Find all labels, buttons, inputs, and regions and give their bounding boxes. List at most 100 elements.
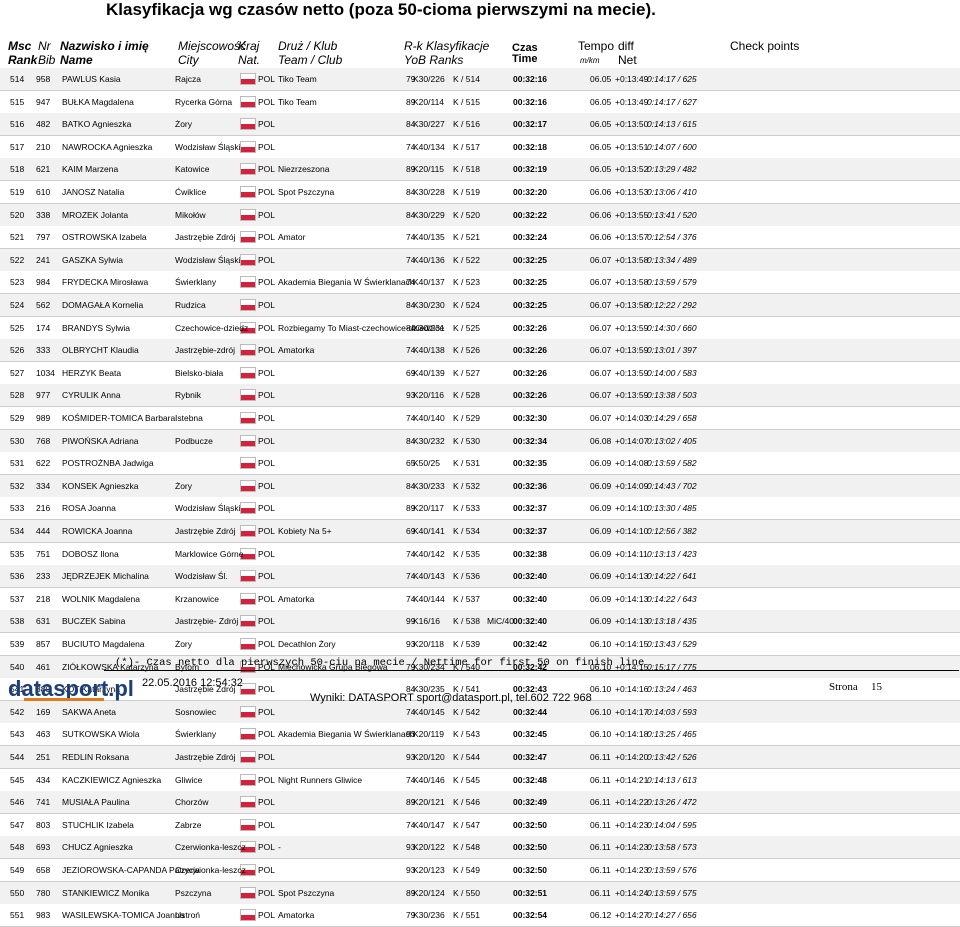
cell-cat: K20/117 [413,503,445,514]
cell-time: 00:32:22 [513,209,548,220]
cell-nat: POL [258,865,276,875]
cell-cat: K30/227 [413,119,445,130]
cell-city: Czechowice-dziedz [175,322,249,333]
cell-diff: +0:13:53 [615,187,649,197]
cell-diff: +0:14:10 [615,526,649,536]
cell-time: 00:32:25 [513,254,548,265]
cell-time: 00:32:51 [513,887,548,898]
cell-nr: 989 [36,413,51,423]
cell-diff: +0:14:20 [615,752,649,762]
cell-yob: 89 [406,503,416,514]
cell-diff: +0:14:23 [615,819,649,830]
cell-diff: +0:14:03 [615,413,649,423]
cell-nat: POL [258,413,276,423]
cell-cat: K20/124 [413,887,445,898]
cell-city: Sosnowiec [175,706,217,717]
cell-nr: 333 [36,345,51,356]
cell-city: Rudzica [175,300,206,310]
table-row: 525 174 BRANDYS Sylwia Czechowice-dziedz POL… [0,316,960,340]
cell-city: Wodzisław Śląski [175,141,241,152]
cell-diff: +0:14:08 [615,458,649,469]
cell-pace: 06.08 [590,435,612,446]
table-row: 535 751 DOBOSZ Ilona Marklowice Górne POL 74 K… [0,542,960,566]
cell-name: BRANDYS Sylwia [62,322,131,333]
cell-rank: K / 532 [453,480,480,491]
cell-city: Jastrzębie Zdrój [175,752,236,762]
cell-club: Tiko Team [278,74,317,84]
flag-icon [240,321,256,334]
cell-pace: 06.09 [590,548,612,559]
cell-time: 00:32:16 [513,96,548,107]
cell-nr: 797 [36,232,51,243]
cell-time: 00:32:54 [513,910,548,921]
cell-nr: 174 [36,322,51,333]
cell-nat: POL [258,367,276,378]
cell-msc: 531 [10,458,25,469]
cell-msc: 542 [10,706,25,717]
cell-yob: 74 [406,141,416,152]
cell-name: BUCIUTO Magdalena [62,639,145,649]
cell-diff: +0:14:09 [615,480,649,491]
cell-msc: 544 [10,752,25,762]
cell-nr: 463 [36,729,51,740]
cell-diff: +0:13:59 [615,345,649,356]
cell-msc: 528 [10,390,25,401]
cell-msc: 519 [10,187,25,197]
table-row: 521 797 OSTROWSKA Izabela Jastrzębie Zdrój P… [0,226,960,250]
cell-nr: 338 [36,209,51,220]
cell-msc: 514 [10,74,25,84]
cell-rank: K / 529 [453,413,480,423]
table-row: 551 983 WASILEWSKA-TOMICA Joanna Ustroń POL A… [0,904,960,927]
cell-city: Marklowice Górne [175,548,244,559]
cell-nat: POL [258,232,276,243]
cell-pace: 06.09 [590,503,612,514]
cell-name: BUŁKA Magdalena [62,96,134,107]
cell-yob: 84 [406,435,416,446]
cell-yob: 93 [406,390,416,401]
cell-cat: K30/236 [413,910,445,921]
header-label: Name [60,53,93,67]
table-row: 549 658 JEZIOROWSKA-CAPANDA Patrycja Czerwi… [0,859,960,882]
table-row: 529 989 KOŚMIDER-TOMICA Barbara Istebna POL 7… [0,407,960,430]
cell-nat: POL [258,345,276,356]
cell-cat: K20/123 [413,865,445,875]
cell-msc: 549 [10,865,25,875]
cell-cat: K40/135 [413,232,445,243]
cell-pace: 06.07 [590,367,612,378]
cell-name: ROWICKA Joanna [62,526,133,536]
cell-name: OLBRYCHT Klaudia [62,345,139,356]
cell-name: OSTROWSKA Izabela [62,232,147,243]
cell-yob: 79 [406,661,416,672]
cell-nr: 741 [36,797,51,808]
footer-rule [104,670,959,671]
cell-pace: 06.05 [590,74,612,84]
cell-yob: 84 [406,684,416,695]
cell-nat: POL [258,119,276,130]
cell-time: 00:32:36 [513,480,548,491]
cell-rank: K / 523 [453,277,480,288]
cell-nr: 482 [36,119,51,130]
table-row: 523 984 FRYDECKA Mirosława Świerklany POL Aka… [0,271,960,295]
cell-yob: 84 [406,322,416,333]
cell-net: 0:12:54 / 376 [647,232,697,243]
cell-city: Jastrzębie Zdrój [175,684,236,695]
cell-cat: K20/121 [413,797,445,808]
cell-rank: K / 550 [453,887,480,898]
cell-rank: K / 514 [453,74,480,84]
cell-diff: +0:13:55 [615,209,649,220]
cell-diff: +0:13:52 [615,164,649,175]
cell-time: 00:32:25 [513,277,548,288]
table-row: 532 334 KONSEK Agnieszka Żory POL 84 K30/233 K … [0,474,960,498]
title: Klasyfikacja wg czasów netto (poza 50-ci… [106,0,656,19]
cell-cat: K30/235 [413,684,445,695]
cell-pace: 06.11 [590,752,611,762]
flag-icon [240,118,256,131]
cell-msc: 541 [10,684,25,695]
cell-rank: K / 547 [453,819,480,830]
cell-net: 0:14:22 / 641 [647,571,697,582]
cell-net: 0:13:43 / 529 [647,639,697,649]
cell-pace: 06.07 [590,345,612,356]
cell-city: Wodzisław Śl. [175,571,228,582]
cell-time: 00:32:26 [513,322,548,333]
cell-msc: 517 [10,141,25,152]
